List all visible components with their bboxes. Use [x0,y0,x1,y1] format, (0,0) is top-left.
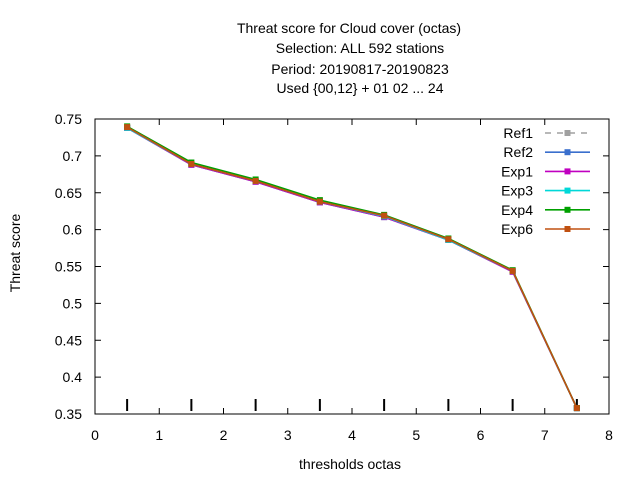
legend-label-ref2: Ref2 [503,144,533,160]
legend-marker-exp4 [564,206,571,213]
legend-marker-exp6 [564,226,571,232]
legend-marker-ref1 [564,130,571,136]
y-tick-label: 0.65 [55,185,82,201]
y-tick-label: 0.55 [55,259,82,275]
data-point-exp6 [252,177,259,184]
y-tick-label: 0.4 [63,369,83,385]
legend-label-exp3: Exp3 [501,183,533,199]
legend-marker-ref2 [564,149,571,156]
x-tick-label: 6 [477,427,485,443]
y-tick-label: 0.75 [55,111,82,127]
y-tick-label: 0.5 [63,295,83,311]
data-point-exp6 [445,236,452,243]
data-point-exp6 [124,124,131,131]
legend-label-exp6: Exp6 [501,221,533,237]
legend-marker-exp3 [564,187,571,194]
chart-title-line-2: Selection: ALL 592 stations [275,40,445,56]
x-tick-label: 4 [348,427,356,443]
legend-label-exp1: Exp1 [501,163,533,179]
y-tick-label: 0.7 [63,148,83,164]
x-tick-label: 8 [605,427,613,443]
x-tick-label: 3 [284,427,292,443]
data-point-exp6 [381,212,388,219]
chart-title-line-3: Period: 20190817-20190823 [271,61,449,77]
data-point-exp6 [316,198,323,205]
y-tick-label: 0.6 [63,222,83,238]
chart-title-line-4: Used {00,12} + 01 02 ... 24 [276,80,444,96]
legend-label-exp4: Exp4 [501,202,533,218]
data-point-exp6 [573,405,580,412]
legend-marker-exp1 [564,168,571,175]
x-tick-label: 2 [220,427,228,443]
series-line-exp6 [126,126,578,409]
y-axis-label: Threat score [7,213,23,293]
legend-label-ref1: Ref1 [503,125,533,141]
chart-title-line-1: Threat score for Cloud cover (octas) [236,20,462,36]
x-axis-label: thresholds octas [299,456,401,472]
x-tick-label: 7 [541,427,549,443]
x-tick-label: 1 [155,427,163,443]
data-point-exp6 [188,160,195,167]
x-tick-label: 0 [91,427,99,443]
y-tick-label: 0.35 [55,406,82,422]
data-point-exp6 [509,267,516,274]
x-tick-label: 5 [412,427,420,443]
y-tick-label: 0.45 [55,332,82,348]
